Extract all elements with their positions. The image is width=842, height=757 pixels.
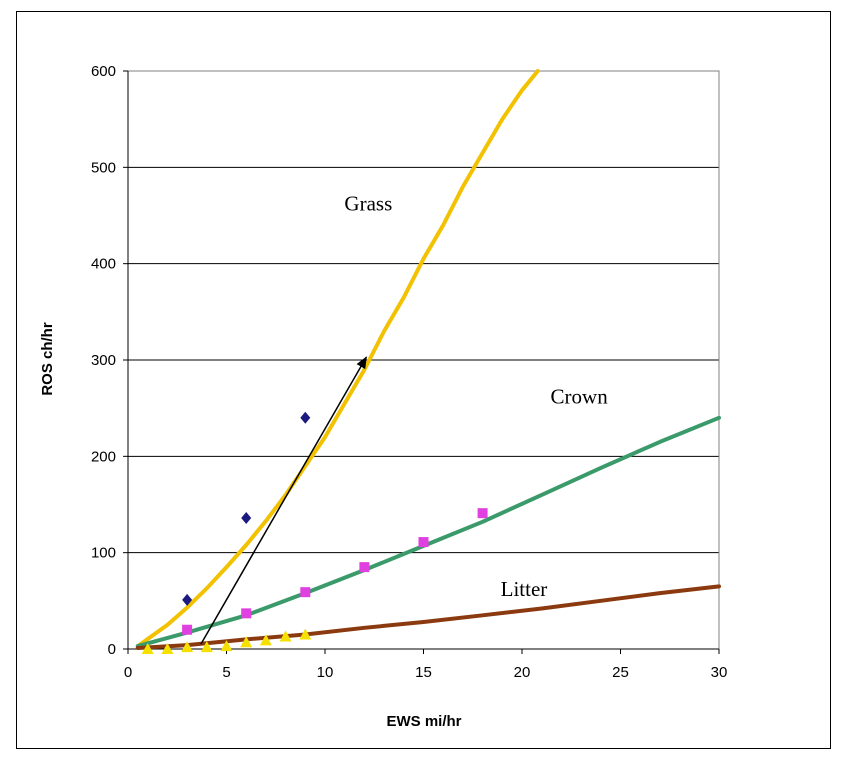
triangle-point-4 xyxy=(220,640,233,652)
triangle-point-0 xyxy=(141,643,154,654)
y-axis-title: ROS ch/hr xyxy=(39,322,56,396)
series-label-litter: Litter xyxy=(501,577,548,601)
x-tick-label-5: 5 xyxy=(222,664,230,681)
triangle-point-8 xyxy=(299,628,312,640)
y-tick-label-0: 0 xyxy=(108,641,116,658)
x-tick-label-30: 30 xyxy=(711,664,728,681)
x-tick-label-10: 10 xyxy=(317,664,334,681)
triangle-point-1 xyxy=(161,643,174,654)
y-tick-label-100: 100 xyxy=(91,545,116,562)
series-line-litter xyxy=(135,584,721,650)
diamond-point-1 xyxy=(241,511,252,524)
triangle-point-3 xyxy=(200,641,213,653)
series-label-crown: Crown xyxy=(551,384,609,408)
square-point-4 xyxy=(418,537,429,548)
triangle-point-2 xyxy=(181,641,194,653)
triangle-point-5 xyxy=(240,636,253,648)
square-point-3 xyxy=(359,562,370,573)
y-tick-label-300: 300 xyxy=(91,352,116,369)
series-group xyxy=(135,69,721,654)
x-tick-label-15: 15 xyxy=(415,664,432,681)
annotations xyxy=(200,356,368,645)
y-tick-label-400: 400 xyxy=(91,256,116,273)
y-tick-label-200: 200 xyxy=(91,448,116,465)
annotation-arrow-0 xyxy=(200,356,368,645)
x-tick-label-25: 25 xyxy=(612,664,629,681)
diamond-point-2 xyxy=(300,411,311,424)
square-point-1 xyxy=(241,608,252,619)
series-label-grass: Grass xyxy=(344,192,392,216)
triangle-point-7 xyxy=(279,630,292,642)
series-line-crown xyxy=(135,415,721,649)
series-labels: Grass Crown Litter xyxy=(344,192,608,601)
square-point-2 xyxy=(300,587,311,598)
gridlines xyxy=(128,166,719,554)
chart-frame xyxy=(16,11,831,749)
triangle-point-6 xyxy=(259,634,272,646)
y-tick-label-600: 600 xyxy=(91,63,116,80)
series-line-grass xyxy=(135,69,540,649)
y-tick-label-500: 500 xyxy=(91,159,116,176)
square-point-0 xyxy=(182,624,193,635)
x-tick-label-0: 0 xyxy=(124,664,132,681)
x-axis-title: EWS mi/hr xyxy=(386,713,461,730)
square-point-5 xyxy=(477,508,488,519)
x-tick-label-20: 20 xyxy=(514,664,531,681)
diamond-point-0 xyxy=(182,593,193,606)
